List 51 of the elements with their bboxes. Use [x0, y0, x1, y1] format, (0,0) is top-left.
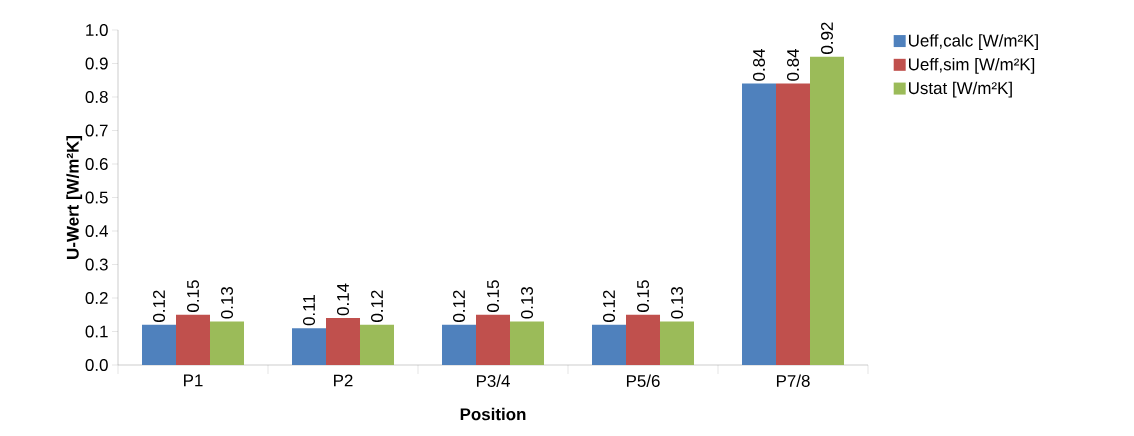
data-label: 0.12 [603, 290, 616, 322]
y-tick-label: 0.9 [85, 57, 108, 70]
y-axis-title: U-Wert [W/m²K] [66, 136, 83, 259]
data-label: 0.12 [371, 290, 383, 322]
bar [626, 314, 660, 365]
bar [142, 324, 176, 365]
data-label: 0.12 [453, 290, 465, 322]
data-label: 0.84 [753, 48, 766, 81]
bar [592, 324, 626, 365]
x-tick-label: P1 [184, 374, 203, 387]
data-label: 0.13 [221, 287, 233, 319]
x-axis-title: Position [460, 407, 526, 421]
y-tick-label: 0.7 [85, 124, 108, 137]
y-tick-label: 0.3 [85, 258, 108, 271]
bar [742, 83, 776, 365]
bar [210, 321, 244, 365]
bar [292, 328, 326, 365]
data-label: 0.15 [637, 280, 650, 312]
data-label: 0.12 [153, 290, 165, 322]
x-tick-label: P5/6 [626, 374, 660, 387]
bar [326, 318, 360, 365]
legend-label: Ueff,sim [W/m²K] [909, 57, 1035, 74]
legend-label: Ueff,calc [W/m²K] [909, 34, 1038, 50]
y-tick-label: 1.0 [86, 24, 108, 36]
data-label: 0.11 [303, 295, 315, 326]
x-tick-label: P7/8 [776, 374, 810, 387]
y-tick-label: 0.4 [85, 225, 108, 237]
bar [510, 321, 544, 365]
data-label: 0.92 [821, 22, 834, 54]
bar [660, 321, 694, 365]
bar [176, 314, 210, 365]
data-label: 0.14 [337, 283, 349, 316]
data-label: 0.84 [787, 48, 800, 81]
bar [810, 56, 845, 365]
bar [476, 314, 510, 365]
data-label: 0.15 [187, 280, 199, 312]
y-tick-label: 0.6 [85, 158, 108, 170]
x-tick-label: P2 [334, 374, 353, 387]
data-label: 0.15 [487, 280, 499, 312]
bar [360, 324, 394, 365]
y-tick-label: 0.0 [85, 359, 108, 371]
y-tick-label: 0.2 [85, 292, 108, 304]
bar [442, 324, 476, 365]
data-label: 0.13 [521, 287, 534, 319]
y-tick-label: 0.8 [85, 91, 108, 103]
y-tick-label: 0.5 [85, 191, 108, 204]
x-tick-label: P3/4 [476, 374, 510, 387]
legend-label: Ustat [W/m²K] [909, 81, 1012, 98]
bar [776, 83, 810, 365]
data-label: 0.13 [671, 287, 684, 319]
y-tick-label: 0.1 [85, 325, 108, 338]
